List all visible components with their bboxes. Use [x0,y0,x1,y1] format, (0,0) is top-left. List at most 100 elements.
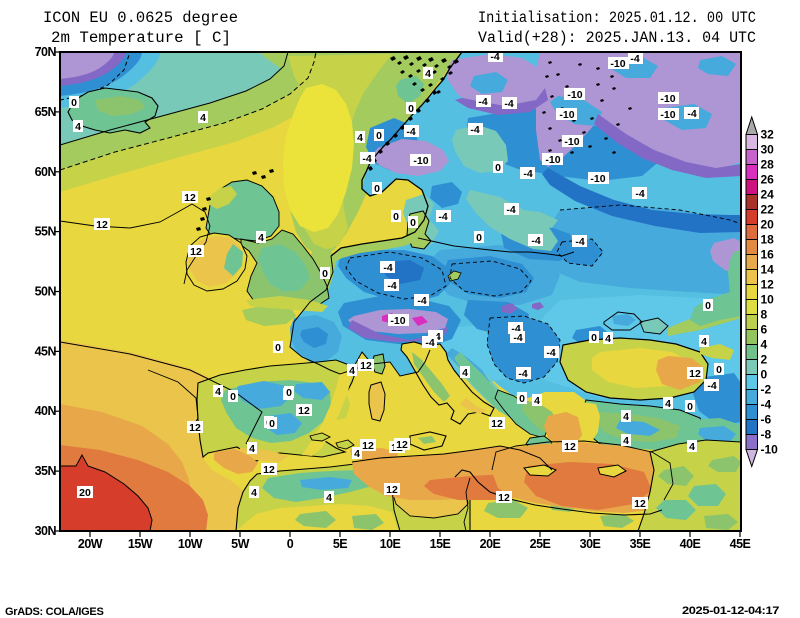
svg-text:-10: -10 [660,109,675,121]
svg-text:50N: 50N [35,285,57,299]
svg-text:GrADS: COLA/IGES: GrADS: COLA/IGES [5,606,104,618]
svg-text:0: 0 [519,393,525,405]
svg-text:0: 0 [495,162,501,174]
svg-text:0: 0 [687,401,693,413]
svg-text:0: 0 [287,537,294,551]
svg-text:0: 0 [716,364,722,376]
svg-text:10: 10 [761,293,775,307]
svg-text:0: 0 [591,332,597,344]
svg-text:12: 12 [396,439,408,451]
svg-text:4: 4 [701,336,707,348]
svg-text:-10: -10 [590,173,605,185]
svg-text:32: 32 [761,128,775,142]
svg-text:-4: -4 [438,211,447,223]
svg-text:-10: -10 [564,136,579,148]
svg-text:35N: 35N [35,464,57,478]
svg-text:4: 4 [354,448,360,460]
svg-text:0: 0 [374,183,380,195]
svg-text:0: 0 [408,103,414,115]
svg-text:5W: 5W [231,537,249,551]
svg-text:-4: -4 [511,323,520,335]
svg-text:2m Temperature [ C]: 2m Temperature [ C] [51,29,231,47]
svg-text:4: 4 [623,435,629,447]
svg-text:-4: -4 [504,98,513,110]
svg-text:-2: -2 [761,383,772,397]
svg-text:0: 0 [275,342,281,354]
svg-text:-4: -4 [417,295,426,307]
svg-text:ICON EU 0.0625 degree: ICON EU 0.0625 degree [43,9,238,27]
svg-text:12: 12 [761,278,775,292]
svg-text:12: 12 [96,219,108,231]
svg-text:4: 4 [249,443,255,455]
svg-text:30: 30 [761,143,775,157]
svg-text:12: 12 [564,441,576,453]
svg-text:4: 4 [534,395,540,407]
svg-text:0: 0 [393,211,399,223]
svg-text:20E: 20E [480,537,501,551]
svg-text:40E: 40E [680,537,701,551]
svg-text:20: 20 [79,487,91,499]
svg-text:4: 4 [462,367,468,379]
svg-text:15W: 15W [128,537,153,551]
svg-text:-4: -4 [490,51,499,63]
svg-text:0: 0 [476,232,482,244]
svg-text:-4: -4 [531,235,540,247]
svg-text:55N: 55N [35,225,57,239]
svg-text:12: 12 [498,492,510,504]
svg-text:-4: -4 [523,168,532,180]
svg-text:26: 26 [761,173,775,187]
svg-text:14: 14 [761,263,775,277]
svg-text:-4: -4 [513,332,522,344]
svg-text:8: 8 [761,308,768,322]
svg-text:-4: -4 [518,368,527,380]
svg-text:12: 12 [263,464,275,476]
svg-text:40N: 40N [35,404,57,418]
svg-text:12: 12 [189,422,201,434]
svg-text:Valid(+28): 2025.JAN.13. 04 UT: Valid(+28): 2025.JAN.13. 04 UTC [478,29,756,47]
svg-text:70N: 70N [35,45,57,59]
svg-text:28: 28 [761,158,775,172]
svg-text:20: 20 [761,218,775,232]
svg-text:4: 4 [326,492,332,504]
svg-text:10W: 10W [178,537,203,551]
svg-text:35E: 35E [630,537,651,551]
svg-text:12: 12 [298,405,310,417]
svg-text:-4: -4 [687,108,696,120]
svg-text:4: 4 [689,441,695,453]
svg-text:18: 18 [761,233,775,247]
svg-text:65N: 65N [35,105,57,119]
svg-text:45N: 45N [35,344,57,358]
svg-text:-4: -4 [383,262,392,274]
svg-text:4: 4 [357,132,363,144]
svg-text:-10: -10 [761,443,779,457]
svg-text:12: 12 [360,360,372,372]
svg-text:4: 4 [258,232,264,244]
svg-text:16: 16 [761,248,775,262]
svg-text:4: 4 [761,338,768,352]
svg-text:-4: -4 [470,124,479,136]
svg-text:0: 0 [376,130,382,142]
svg-text:-4: -4 [546,347,555,359]
svg-text:5E: 5E [333,537,347,551]
svg-text:-10: -10 [413,155,428,167]
svg-text:-4: -4 [635,188,644,200]
svg-text:-10: -10 [660,93,675,105]
svg-text:Initialisation: 2025.01.12. 00: Initialisation: 2025.01.12. 00 UTC [478,9,756,27]
svg-text:12: 12 [386,484,398,496]
svg-text:4: 4 [623,411,629,423]
svg-text:30E: 30E [580,537,601,551]
svg-text:12: 12 [491,418,503,430]
svg-text:-4: -4 [761,398,772,412]
svg-text:-8: -8 [761,428,772,442]
svg-text:12: 12 [689,368,701,380]
svg-text:45E: 45E [730,537,751,551]
svg-text:4: 4 [75,121,81,133]
svg-text:-4: -4 [506,204,515,216]
svg-text:4: 4 [251,487,257,499]
svg-text:4: 4 [425,68,431,80]
svg-text:-10: -10 [567,89,582,101]
svg-text:4: 4 [665,398,671,410]
svg-text:4: 4 [200,112,206,124]
svg-text:0: 0 [286,387,292,399]
svg-text:-4: -4 [387,280,396,292]
